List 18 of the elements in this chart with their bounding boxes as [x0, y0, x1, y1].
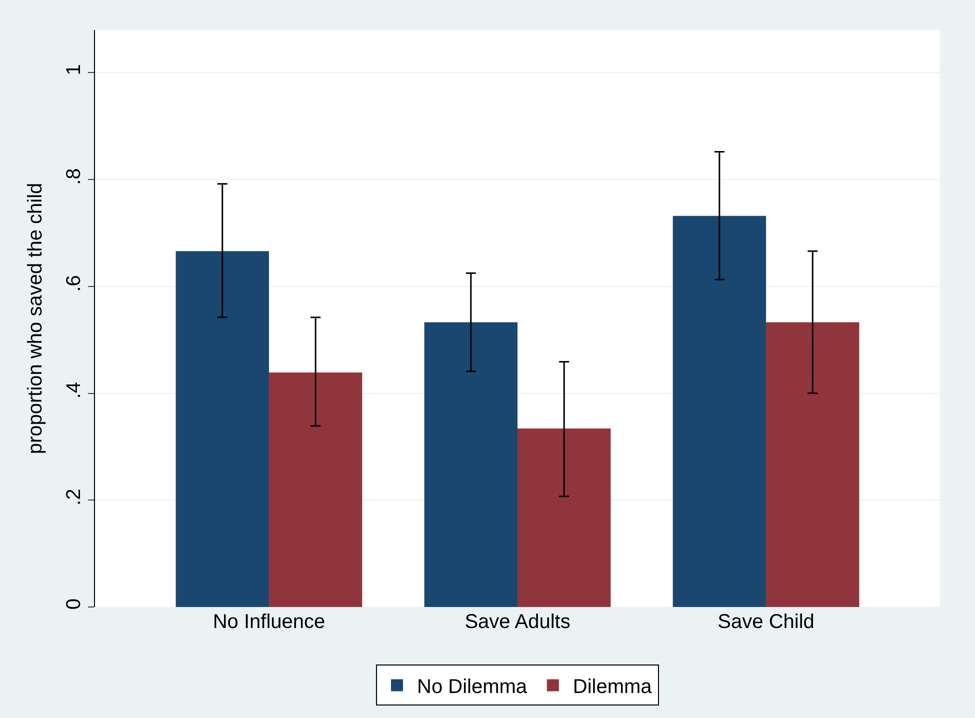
- y-axis-title: proportion who saved the child: [24, 182, 46, 454]
- legend-label: No Dilemma: [417, 676, 528, 698]
- x-tick-label: Save Child: [718, 611, 814, 633]
- y-tick-label: 1: [63, 64, 85, 76]
- y-tick-label: .6: [63, 275, 85, 292]
- y-tick-label: 0: [63, 598, 85, 610]
- x-tick-label: Save Adults: [464, 611, 570, 633]
- legend-label: Dilemma: [572, 676, 653, 698]
- y-tick-label: .8: [63, 168, 85, 185]
- y-tick-label: .2: [63, 488, 85, 506]
- bar: [672, 216, 766, 607]
- bar: [176, 251, 269, 607]
- bar: [518, 428, 611, 607]
- bar: [766, 322, 860, 607]
- x-tick-label: No Influence: [212, 611, 326, 633]
- bar: [424, 322, 518, 607]
- bar: [268, 372, 362, 607]
- y-tick-label: .4: [63, 382, 85, 399]
